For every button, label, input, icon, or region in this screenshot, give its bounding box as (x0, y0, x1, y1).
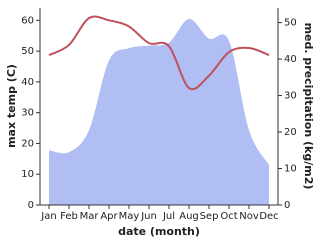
y2-tick-label: 20 (284, 127, 297, 138)
x-tick-label: Apr (100, 211, 118, 222)
x-tick-label: Mar (80, 211, 100, 222)
x-tick-label: Jan (40, 211, 56, 222)
precipitation-area (49, 18, 269, 206)
x-tick-label: Feb (60, 211, 78, 222)
y-tick-label: 60 (21, 15, 34, 26)
axes-frame (39, 8, 279, 206)
y2-tick-label: 30 (284, 91, 297, 102)
x-tick-label: Aug (179, 211, 199, 222)
x-tick-label: Sep (200, 211, 219, 222)
y2-axis-label: med. precipitation (kg/m2) (302, 23, 315, 190)
y-tick-label: 10 (21, 169, 34, 180)
y2-tick-label: 10 (284, 164, 297, 175)
y-tick-label: 0 (28, 200, 34, 211)
y2-tick-label: 0 (284, 200, 290, 211)
x-tick-label: Jul (162, 211, 175, 222)
chart: date (month) max temp (C) med. precipita… (5, 8, 315, 238)
x-tick-label: Jun (140, 211, 157, 222)
temperature-line (48, 15, 270, 91)
x-axis-label: date (month) (118, 225, 200, 238)
x-tick-label: Dec (259, 211, 278, 222)
x-tick-label: Oct (220, 211, 237, 222)
y2-tick-label: 40 (284, 54, 297, 65)
y-tick-label: 50 (21, 46, 34, 57)
y-tick-label: 30 (21, 108, 34, 119)
x-tick-label: Nov (239, 211, 259, 222)
y-tick-label: 20 (21, 138, 34, 149)
x-tick-label: May (119, 211, 140, 222)
y-tick-label: 40 (21, 77, 34, 88)
y2-tick-label: 50 (284, 18, 297, 29)
y-axis-label: max temp (C) (5, 64, 18, 148)
